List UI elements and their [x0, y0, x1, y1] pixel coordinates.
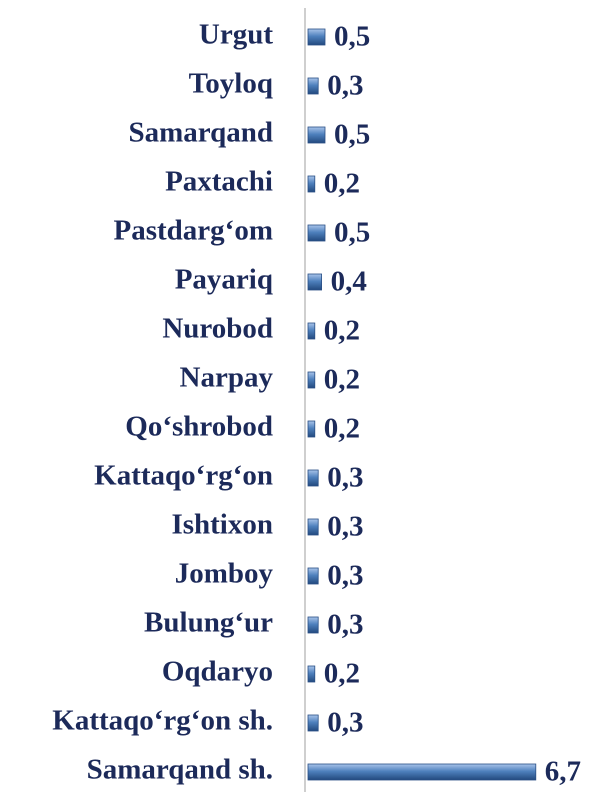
bar: [307, 763, 537, 781]
bar: [307, 273, 323, 291]
bar: [307, 567, 319, 585]
value-label: 0,2: [324, 413, 360, 445]
bar: [307, 469, 319, 487]
bar: [307, 518, 319, 536]
category-label: Qo‘shrobod: [125, 411, 273, 443]
value-label: 0,3: [327, 462, 363, 494]
bar: [307, 371, 316, 389]
bar: [307, 714, 319, 732]
category-label: Kattaqo‘rg‘on: [94, 460, 273, 492]
value-label: 0,2: [324, 658, 360, 690]
value-label: 6,7: [545, 756, 581, 788]
value-label: 0,2: [324, 364, 360, 396]
category-label: Oqdaryo: [162, 656, 273, 688]
category-label: Kattaqo‘rg‘on sh.: [52, 705, 273, 737]
category-label: Pastdarg‘om: [114, 215, 273, 247]
category-label: Paxtachi: [165, 166, 273, 198]
value-label: 0,5: [334, 217, 370, 249]
value-label: 0,2: [324, 168, 360, 200]
bar: [307, 77, 319, 95]
value-label: 0,5: [334, 21, 370, 53]
bar: [307, 28, 326, 46]
category-label: Toyloq: [189, 68, 273, 100]
bar: [307, 224, 326, 242]
bar: [307, 616, 319, 634]
category-label: Urgut: [199, 19, 273, 51]
category-label: Payariq: [175, 264, 273, 296]
value-label: 0,3: [327, 560, 363, 592]
bar: [307, 322, 316, 340]
value-label: 0,3: [327, 511, 363, 543]
value-label: 0,3: [327, 70, 363, 102]
category-label: Samarqand: [128, 117, 273, 149]
value-label: 0,3: [327, 609, 363, 641]
value-label: 0,3: [327, 707, 363, 739]
bar: [307, 175, 316, 193]
bar: [307, 665, 316, 683]
bar: [307, 126, 326, 144]
value-label: 0,2: [324, 315, 360, 347]
category-label: Samarqand sh.: [87, 754, 273, 786]
category-label: Nurobod: [162, 313, 273, 345]
category-label: Ishtixon: [171, 509, 273, 541]
value-label: 0,4: [331, 266, 367, 298]
category-label: Jomboy: [175, 558, 274, 590]
category-label: Bulung‘ur: [144, 607, 273, 639]
category-label: Narpay: [180, 362, 274, 394]
value-label: 0,5: [334, 119, 370, 151]
bar: [307, 420, 316, 438]
